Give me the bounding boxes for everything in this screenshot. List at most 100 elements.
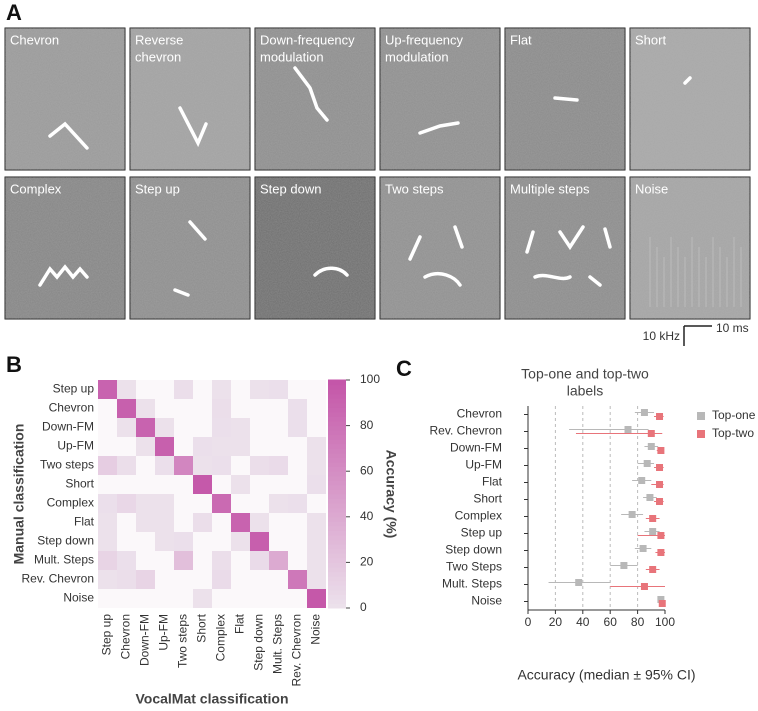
tile-texture [630,177,750,319]
y-axis-title: Manual classification [11,424,27,565]
median-marker [657,532,665,539]
heatmap-cell [117,475,136,494]
chart-title: labels [567,383,604,399]
x-tick-label: 80 [631,615,645,629]
median-marker [575,579,583,586]
heatmap-cell [307,399,326,418]
heatmap-cell [174,532,193,551]
heatmap-cell [117,399,136,418]
median-marker [649,528,657,535]
spectrogram-tile: Chevron [4,27,126,171]
colorbar-step [328,479,346,486]
heatmap-cell [269,399,288,418]
heatmap-cell [212,456,231,475]
heatmap-cell [98,532,117,551]
heatmap-cell [212,551,231,570]
legend-swatch [697,430,705,438]
panel-letter: A [6,0,22,25]
heatmap-cell [269,532,288,551]
vocalization-trace [408,225,464,287]
colorbar-step [328,475,346,481]
x-axis-title: Accuracy (median ± 95% CI) [517,667,695,683]
heatmap-cell [250,475,269,494]
colorbar-step [328,415,346,422]
tile-label: Step down [260,181,321,196]
heatmap: Step up Chevron Down-FM Up-FM Two steps Short… [11,372,400,707]
colorbar-step [328,420,346,427]
row-label: Step down [37,534,94,548]
tile-label: Two steps [385,181,444,196]
heatmap-cell [98,437,117,456]
heatmap-cell [193,475,212,494]
colorbar-tick-label: 60 [360,463,374,477]
heatmap-cell [193,589,212,608]
heatmap-cell [193,380,212,399]
heatmap-cell [269,475,288,494]
median-marker [656,498,664,505]
median-marker [624,426,632,433]
spectrogram-tile: Multiple steps [504,176,626,320]
heatmap-cell [136,437,155,456]
tile-label: chevron [135,49,181,64]
median-marker [657,447,665,454]
heatmap-cell [193,418,212,437]
spectrogram-tile: Step up [129,176,251,320]
heatmap-cell [269,380,288,399]
heatmap-cell [174,437,193,456]
colorbar-step [328,461,346,468]
colorbar-step [328,593,346,600]
median-marker [620,562,628,569]
panel-letter: B [6,352,22,377]
heatmap-cell [155,570,174,589]
median-marker [656,413,664,420]
y-tick-label: Complex [455,509,502,523]
colorbar-step [328,539,346,545]
median-marker [656,481,664,488]
spectrogram-tile: Short [629,27,751,171]
y-tick-label: Noise [471,594,502,608]
heatmap-cell [155,437,174,456]
legend-label: Top-one [712,408,756,422]
heatmap-cell [98,589,117,608]
heatmap-cell [136,399,155,418]
heatmap-cell [155,532,174,551]
heatmap-cell [269,570,288,589]
heatmap-cell [155,513,174,532]
tile-label: Multiple steps [510,181,590,196]
heatmap-cell [174,551,193,570]
heatmap-cell [98,551,117,570]
median-marker [649,515,657,522]
tile-label: Reverse [135,32,183,47]
heatmap-cell [117,551,136,570]
heatmap-cell [136,475,155,494]
heatmap-cell [288,475,307,494]
column-label: Mult. Steps [271,614,285,674]
colorbar-step [328,379,346,386]
colorbar-tick-label: 100 [360,372,380,386]
heatmap-cell [193,570,212,589]
heatmap-cell [231,456,250,475]
colorbar-step [328,534,346,541]
heatmap-cell [212,513,231,532]
legend-swatch [697,412,705,420]
colorbar-step [328,557,346,563]
heatmap-cell [117,532,136,551]
colorbar-step [328,502,346,509]
chart-title: Top-one and top-two [521,366,649,382]
tile-label: Short [635,32,666,47]
colorbar-step [328,571,346,577]
heatmap-cell [155,399,174,418]
heatmap-cell [307,380,326,399]
heatmap-cell [117,570,136,589]
heatmap-cell [288,513,307,532]
y-tick-label: Short [473,492,502,506]
colorbar-title: Accuracy (%) [383,450,399,539]
heatmap-cell [98,494,117,513]
vocalization-trace [38,264,89,287]
tile-label: modulation [385,49,449,64]
heatmap-cell [155,380,174,399]
heatmap-cell [231,475,250,494]
spectrogram-grid: Chevron Reverse chevron Down-frequency modul… [4,27,751,320]
colorbar-step [328,552,346,559]
column-label: Step down [252,614,266,671]
